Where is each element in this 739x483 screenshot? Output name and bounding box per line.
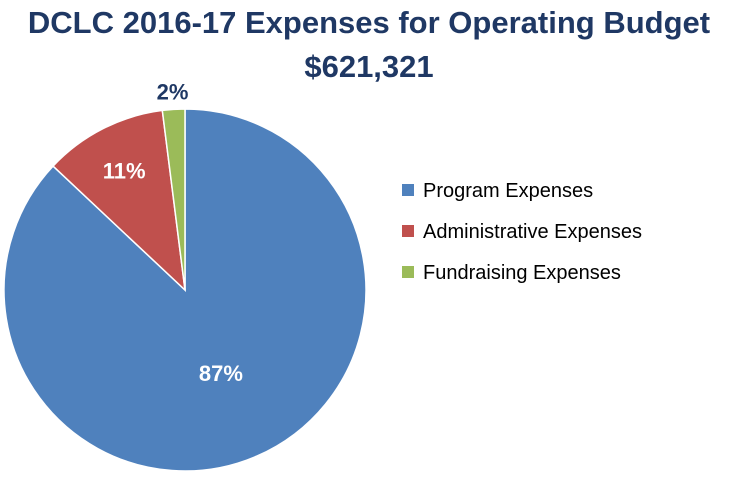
pie-slice-fundraising-expenses [161, 108, 186, 291]
legend-label: Fundraising Expenses [423, 262, 621, 284]
chart-title: DCLC 2016-17 Expenses for Operating Budg… [28, 5, 710, 40]
slice-label: 2% [157, 79, 189, 104]
legend-swatch [402, 225, 414, 237]
legend-label: Program Expenses [423, 180, 593, 202]
pie-slices [3, 108, 367, 472]
legend: Program Expenses Administrative Expenses F… [402, 180, 642, 284]
slice-label: 11% [103, 159, 146, 184]
legend-swatch [402, 266, 414, 278]
chart-subtitle: $621,321 [304, 49, 433, 84]
legend-swatch [402, 184, 414, 196]
slice-label: 87% [199, 361, 243, 386]
legend-label: Administrative Expenses [423, 221, 642, 243]
slice-labels: 87% 11% 2% [103, 79, 243, 386]
pie-slice-administrative-expenses [51, 109, 187, 292]
